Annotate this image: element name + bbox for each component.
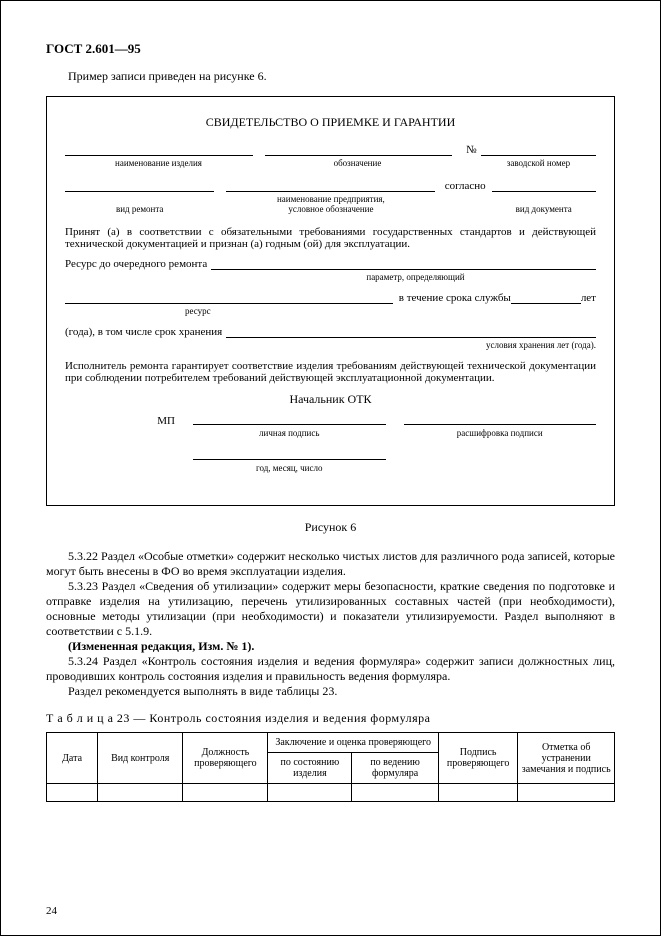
caption-date: год, месяц, число [193,463,386,473]
mp-label: МП [65,413,175,427]
th-signature: Подпись проверяющего [438,733,518,784]
caption-enterprise-bot: условное обозначение [226,204,435,214]
para-table-rec: Раздел рекомендуется выполнять в виде та… [46,684,615,699]
para-5-3-22: 5.3.22 Раздел «Особые отметки» содержит … [46,549,615,579]
th-position: Должность проверяющего [183,733,268,784]
figure-caption: Рисунок 6 [46,520,615,535]
caption-enterprise-top: наименование предприятия, [226,194,435,204]
year-label: (года), в том числе срок хранения [65,326,222,338]
resource-row-2: в течение срока службы лет [65,292,596,304]
table-23-caption: Т а б л и ц а 23 — Контроль состояния из… [46,711,615,726]
document-page: ГОСТ 2.601—95 Пример записи приведен на … [0,0,661,936]
th-kind: Вид контроля [98,733,183,784]
signature-block: МП личная подпись год, месяц, число расш… [65,413,596,483]
caption-storage: условия хранения лет (года). [65,340,596,350]
th-by-form: по ведению формуляра [352,753,439,784]
para-5-3-24: 5.3.24 Раздел «Контроль состояния издели… [46,654,615,684]
according-label: согласно [445,180,486,192]
warranty-para: Исполнитель ремонта гарантирует соответс… [65,360,596,384]
accepted-para: Принят (а) в соответствии с обязательным… [65,226,596,250]
caption-serial: заводской номер [481,158,596,168]
form-row-2-captions: вид ремонта наименование предприятия, ус… [65,194,596,224]
caption-doc-type: вид документа [491,204,596,214]
standard-header: ГОСТ 2.601—95 [46,41,615,57]
th-date: Дата [47,733,98,784]
form-row-1-captions: наименование изделия обозначение заводск… [65,158,596,178]
th-by-state: по состоянию изделия [268,753,352,784]
page-number: 24 [46,905,57,917]
chief-otk: Начальник ОТК [65,392,596,407]
certificate-form: СВИДЕТЕЛЬСТВО О ПРИЕМКЕ И ГАРАНТИИ № наи… [46,96,615,506]
form-row-2: согласно [65,180,596,192]
caption-signature: личная подпись [193,428,386,438]
service-end: лет [581,292,596,304]
number-label: № [466,144,477,156]
caption-decipher: расшифровка подписи [404,428,597,438]
caption-parameter: параметр, определяющий [235,272,596,282]
para-5-3-23: 5.3.23 Раздел «Сведения об утилизации» с… [46,579,615,639]
resource-row: Ресурс до очередного ремонта [65,258,596,270]
table-23: Дата Вид контроля Должность проверяющего… [46,732,615,802]
caption-resource: ресурс [185,306,596,316]
body-text: 5.3.22 Раздел «Особые отметки» содержит … [46,549,615,699]
storage-row: (года), в том числе срок хранения [65,326,596,338]
th-note: Отметка об устранении замечания и подпис… [518,733,615,784]
intro-line: Пример записи приведен на рисунке 6. [46,69,615,84]
th-conclusion: Заключение и оценка проверяющего [268,733,438,753]
form-title: СВИДЕТЕЛЬСТВО О ПРИЕМКЕ И ГАРАНТИИ [65,115,596,130]
caption-product-name: наименование изделия [65,158,252,168]
caption-designation: обозначение [264,158,451,168]
caption-repair-type: вид ремонта [65,204,214,214]
service-mid: в течение срока службы [399,292,511,304]
form-row-1: № [65,144,596,156]
resource-label: Ресурс до очередного ремонта [65,258,207,270]
table-row [47,784,615,802]
para-amendment: (Измененная редакция, Изм. № 1). [46,639,615,654]
